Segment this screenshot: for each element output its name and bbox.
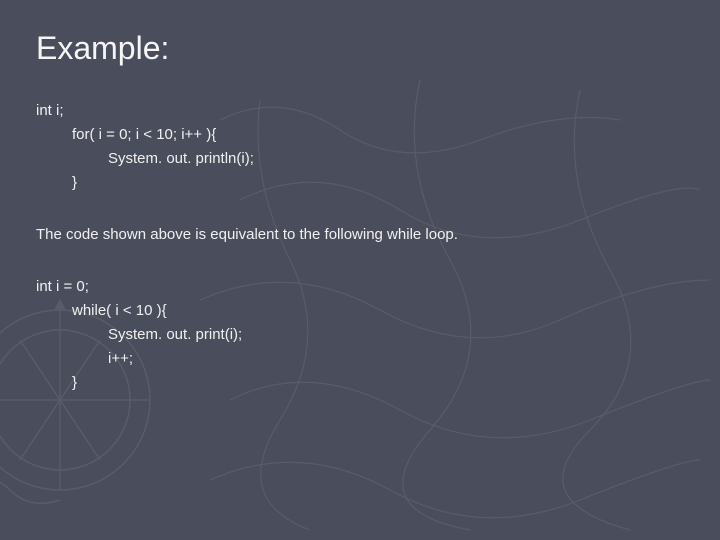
code-line: }	[36, 371, 684, 395]
code-line: for( i = 0; i < 10; i++ ){	[36, 123, 684, 147]
code-line: System. out. println(i);	[36, 147, 684, 171]
code-line: i++;	[36, 347, 684, 371]
explanation-text: The code shown above is equivalent to th…	[36, 223, 684, 247]
code-line: int i;	[36, 99, 684, 123]
slide-title: Example:	[36, 30, 684, 67]
code-line: System. out. print(i);	[36, 323, 684, 347]
slide-container: Example: int i; for( i = 0; i < 10; i++ …	[0, 0, 720, 453]
code-block-for-loop: int i; for( i = 0; i < 10; i++ ){ System…	[36, 99, 684, 195]
code-line: int i = 0;	[36, 275, 684, 299]
code-line: }	[36, 171, 684, 195]
code-line: while( i < 10 ){	[36, 299, 684, 323]
code-block-while-loop: int i = 0; while( i < 10 ){ System. out.…	[36, 275, 684, 395]
